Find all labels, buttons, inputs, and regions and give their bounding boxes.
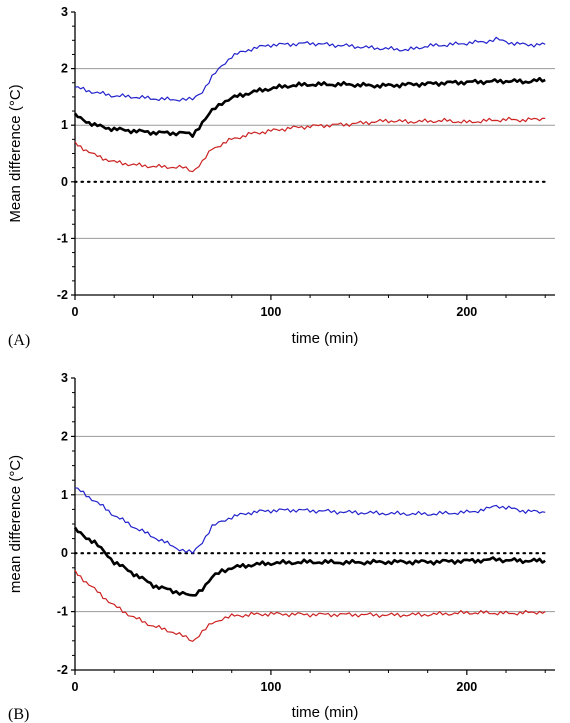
y-tick-label: -2 [57,663,68,677]
series-line-0 [74,487,546,554]
panel-b: -2 -1 0 1 2 3 0 100 200 time (min) mean difference… [7,371,555,723]
y-tick-label: 3 [61,5,68,19]
y-tick-label: -1 [57,231,68,245]
x-axis-label: time (min) [292,330,359,347]
x-tick-label: 0 [72,680,79,694]
x-tick-label: 100 [260,680,281,694]
x-tick-label: 100 [260,305,281,319]
panel-label: (A) [8,332,30,349]
y-axis-label: Mean difference (°C) [7,84,24,222]
y-tick-label: 1 [61,488,68,502]
x-tick-label: 200 [456,305,477,319]
series-line-1 [73,526,546,597]
panel-label: (B) [8,706,29,723]
y-tick-label: 0 [61,546,68,560]
y-tick-label: -2 [57,288,68,302]
series-line-2 [74,569,546,642]
x-tick-label: 200 [456,680,477,694]
series-line-1 [73,76,546,138]
x-tick-label: 0 [72,305,79,319]
y-tick-label: 2 [61,62,68,76]
x-axis-label: time (min) [292,704,359,721]
series-line-0 [74,36,546,102]
y-tick-label: 1 [61,118,68,132]
panel-a: -2 -1 0 1 2 3 0 100 200 time (min) Mean difference… [7,5,555,349]
y-tick-label: -1 [57,605,68,619]
y-tick-label: 0 [61,175,68,189]
y-tick-label: 3 [61,371,68,385]
y-axis-label: mean difference (°C) [7,455,24,593]
y-tick-label: 2 [61,429,68,443]
series-line-2 [74,116,546,173]
